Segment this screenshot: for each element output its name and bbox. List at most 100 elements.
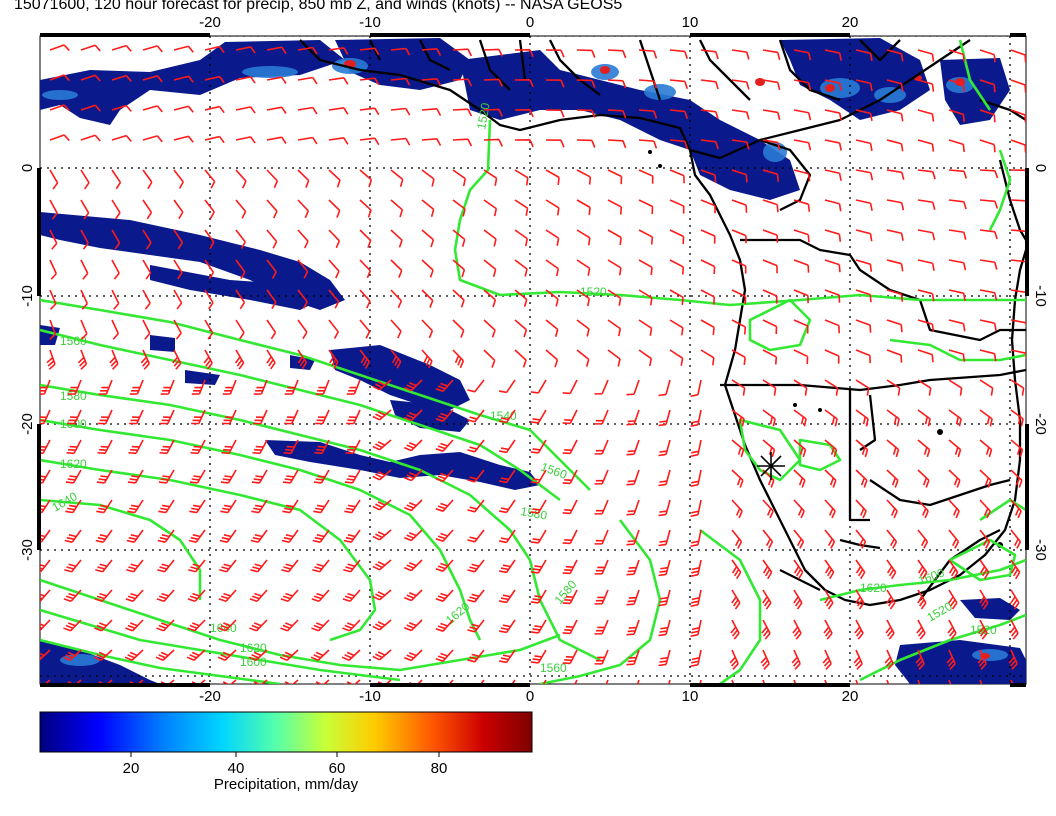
wind-barb (313, 469, 330, 484)
wind-barb (403, 409, 423, 422)
wind-barb (594, 529, 609, 545)
wind-barb (452, 169, 467, 187)
right-lat-labels: 0 -10 -20 -30 (1032, 164, 1049, 561)
wind-barb (545, 169, 560, 186)
wind-barb (731, 169, 748, 183)
wind-barb (40, 589, 51, 603)
wind-barb (142, 135, 163, 143)
wind-barb (328, 47, 349, 55)
wind-barb (1010, 409, 1024, 427)
wind-barb (886, 349, 903, 363)
wind-barb (421, 48, 442, 56)
wind-barb (886, 379, 901, 396)
wind-barb (156, 589, 175, 603)
wind-barb (700, 139, 719, 150)
wind-barb (1010, 49, 1026, 63)
wind-barb (498, 649, 516, 664)
wind-barb (111, 44, 132, 52)
wind-barb (530, 619, 547, 634)
wind-barb (824, 79, 842, 91)
wind-barb (658, 559, 671, 577)
wind-barb (372, 409, 392, 421)
wind-barb (731, 349, 746, 365)
contour-label: 1620 (60, 457, 87, 471)
wind-barb (498, 469, 516, 484)
wind-barb (824, 529, 836, 549)
wind-barb (793, 229, 810, 243)
wind-barb (700, 169, 717, 183)
wind-barb (855, 349, 871, 364)
wind-barb (690, 619, 702, 638)
wind-barb (142, 169, 153, 190)
wind-barb (187, 619, 206, 632)
wind-barb (372, 619, 392, 631)
wind-barb (124, 649, 144, 661)
wind-barb (390, 259, 403, 278)
wind-barb (979, 199, 999, 209)
wind-barb (638, 349, 653, 367)
wind-barb (916, 619, 926, 640)
wind-barb (125, 589, 144, 603)
wind-barb (191, 379, 206, 395)
wind-barb (626, 499, 640, 516)
wind-barb (435, 529, 454, 542)
wind-barb (594, 499, 609, 515)
lon-tick-label: 20 (842, 688, 859, 705)
wind-barb (235, 136, 256, 144)
wind-barb (328, 349, 339, 370)
contour-label: 1520 (474, 101, 492, 130)
wind-barb (1009, 619, 1019, 640)
wind-barb (173, 135, 194, 143)
wind-barb (80, 289, 89, 310)
wind-barb (251, 499, 268, 514)
wind-barb (126, 559, 144, 573)
wind-barb (855, 439, 869, 458)
wind-barb (204, 75, 225, 84)
wind-barb (762, 139, 781, 151)
wind-barb (77, 349, 88, 370)
wind-barb (886, 259, 904, 272)
wind-barb (886, 289, 904, 302)
lat-tick-label: 0 (19, 164, 36, 172)
wind-barb (204, 229, 215, 250)
wind-barb (297, 169, 310, 188)
wind-barb (98, 409, 113, 425)
wind-barb (390, 47, 411, 56)
wind-barb (173, 45, 194, 53)
wind-barb (658, 439, 671, 457)
wind-barb (700, 319, 715, 336)
wind-barb (948, 559, 959, 580)
wind-barb (638, 169, 654, 184)
wind-barb (248, 649, 268, 661)
wind-barb (700, 349, 715, 366)
wind-barb (793, 589, 803, 610)
wind-barb (359, 259, 372, 279)
wind-barb (65, 469, 82, 484)
wind-barb (793, 109, 812, 121)
wind-barb (626, 469, 640, 486)
wind-barb (279, 649, 299, 661)
wind-barb (40, 529, 51, 543)
wind-barb (111, 169, 122, 190)
wind-barb (421, 169, 435, 187)
wind-barb (979, 169, 999, 179)
wind-barb (483, 229, 497, 247)
lat-tick-label: 0 (1032, 164, 1049, 172)
wind-barb (66, 439, 82, 455)
wind-barb (142, 199, 153, 220)
wind-barb (594, 559, 609, 575)
wind-barb (514, 319, 528, 338)
wind-barb (157, 529, 175, 543)
wind-barb (49, 74, 70, 82)
wind-barb (159, 439, 175, 455)
wind-barb (824, 49, 842, 61)
wind-barb (467, 529, 485, 543)
wind-barb (346, 379, 361, 395)
wind-barb (452, 289, 465, 308)
wind-barb (49, 319, 57, 340)
wind-barb (948, 199, 967, 210)
frame-ticks (37, 33, 1029, 687)
wind-barb (49, 259, 58, 280)
wind-barb (435, 379, 454, 392)
wind-barb (235, 319, 245, 340)
